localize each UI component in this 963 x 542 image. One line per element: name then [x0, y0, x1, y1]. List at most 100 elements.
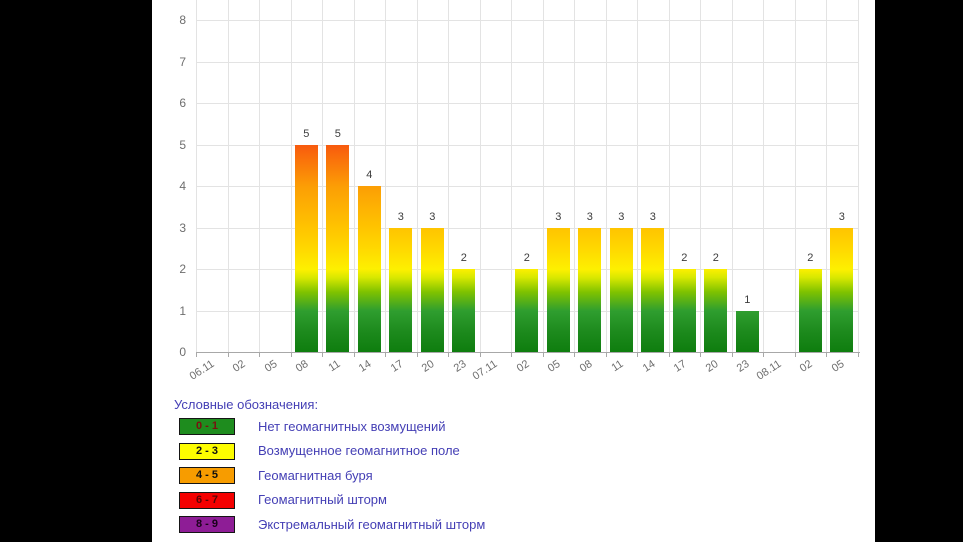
- gridline-vertical: [259, 0, 260, 352]
- gridline-vertical: [668, 0, 670, 352]
- bar-value-label: 5: [334, 127, 341, 140]
- legend-item-label: Возмущенное геомагнитное поле: [258, 443, 460, 459]
- bar-value-label: 3: [429, 210, 436, 223]
- gridline-vertical: [637, 0, 638, 352]
- y-axis-label: 6: [179, 96, 186, 110]
- gridline-vertical: [196, 0, 197, 352]
- bar: [357, 186, 381, 352]
- x-axis-tick: [731, 353, 733, 357]
- bar: [704, 269, 728, 352]
- chart-panel: 0 1 2 3 4 5 6 7 8 06.11 02 05 08 5 11 5 14 4 17 3 20 3 23 2 07.1…: [152, 0, 875, 542]
- gridline-vertical: [542, 0, 544, 352]
- gridline-horizontal: [196, 144, 858, 146]
- gridline-vertical: [700, 0, 701, 352]
- legend-title: Условные обозначения:: [174, 397, 319, 412]
- gridline-vertical: [227, 0, 229, 352]
- bar: [641, 227, 665, 352]
- bar-value-label: 3: [397, 210, 404, 223]
- legend-swatch: 4 - 5: [179, 467, 235, 485]
- y-axis-label: 0: [179, 345, 186, 359]
- bar: [389, 227, 413, 352]
- bar-value-label: 2: [807, 252, 814, 264]
- gridline-vertical: [416, 0, 418, 352]
- x-axis-line: [196, 352, 860, 353]
- gridline-horizontal: [196, 103, 858, 104]
- gridline-vertical: [826, 0, 827, 352]
- bar-value-label: 3: [586, 210, 593, 223]
- gridline-vertical: [605, 0, 607, 352]
- gridline-vertical: [857, 0, 859, 352]
- x-axis-tick: [574, 353, 575, 357]
- x-axis-tick: [448, 353, 449, 357]
- x-axis-tick: [227, 353, 229, 357]
- bar: [672, 269, 696, 352]
- bar: [420, 227, 444, 352]
- x-axis-tick: [511, 353, 512, 357]
- x-axis-tick: [700, 353, 701, 357]
- legend-item-label: Геомагнитный шторм: [258, 492, 387, 508]
- bar: [609, 227, 633, 352]
- gridline-vertical: [290, 0, 292, 352]
- bar-value-label: 1: [744, 293, 751, 306]
- bar-value-label: 2: [712, 252, 719, 264]
- bar: [546, 227, 570, 352]
- x-axis-tick: [542, 353, 544, 357]
- bar: [830, 227, 854, 352]
- geomagnetic-activity-bar-chart: 0 1 2 3 4 5 6 7 8 06.11 02 05 08 5 11 5 14 4 17 3 20 3 23 2 07.1…: [152, 0, 875, 400]
- y-axis-label: 5: [179, 137, 186, 152]
- x-axis-tick: [353, 353, 355, 357]
- y-axis-label: 2: [179, 262, 186, 276]
- x-axis-tick: [668, 353, 670, 357]
- x-axis-tick: [763, 353, 764, 357]
- bar: [326, 144, 350, 352]
- gridline-vertical: [574, 0, 575, 352]
- x-axis-tick: [416, 353, 418, 357]
- bar-value-label: 2: [460, 252, 467, 264]
- legend-swatch: 6 - 7: [179, 491, 235, 509]
- bar-value-label: 3: [649, 210, 656, 223]
- gridline-vertical: [794, 0, 796, 352]
- bar: [294, 144, 318, 352]
- x-axis-tick: [259, 353, 260, 357]
- x-axis-tick: [826, 353, 827, 357]
- x-axis-tick: [857, 353, 859, 357]
- legend-item-label: Геомагнитная буря: [258, 467, 373, 483]
- x-axis-tick: [794, 353, 796, 357]
- x-axis-tick: [479, 353, 481, 357]
- gridline-horizontal: [196, 186, 858, 187]
- gridline-vertical: [479, 0, 481, 352]
- legend-swatch: 0 - 1: [179, 418, 235, 435]
- x-axis-tick: [385, 353, 386, 357]
- x-axis-tick: [605, 353, 607, 357]
- y-axis-label: 3: [179, 220, 186, 235]
- gridline-vertical: [322, 0, 323, 352]
- gridline-vertical: [448, 0, 449, 352]
- bar: [452, 269, 476, 352]
- y-axis-label: 4: [179, 179, 186, 193]
- gridline-vertical: [385, 0, 386, 352]
- bar: [578, 227, 602, 352]
- gridline-vertical: [731, 0, 733, 352]
- bar: [735, 310, 759, 352]
- x-axis-tick: [290, 353, 292, 357]
- bar: [798, 269, 822, 352]
- gridline-vertical: [353, 0, 355, 352]
- y-axis-label: 8: [179, 13, 186, 27]
- legend-swatch: 8 - 9: [179, 516, 235, 534]
- x-axis-tick: [637, 353, 638, 357]
- bar-value-label: 3: [555, 210, 562, 223]
- bar-value-label: 2: [681, 252, 688, 264]
- bar-value-label: 3: [618, 210, 625, 223]
- gridline-horizontal: [196, 227, 858, 229]
- bar: [515, 269, 539, 352]
- gridline-vertical: [511, 0, 512, 352]
- y-axis-label: 1: [179, 303, 186, 318]
- legend-item-label: Нет геомагнитных возмущений: [258, 418, 446, 434]
- gridline-vertical: [763, 0, 764, 352]
- bar-value-label: 2: [523, 252, 530, 264]
- bar-value-label: 3: [838, 210, 845, 223]
- bar-value-label: 5: [303, 127, 310, 140]
- bar-value-label: 4: [366, 169, 373, 181]
- gridline-horizontal: [196, 20, 858, 21]
